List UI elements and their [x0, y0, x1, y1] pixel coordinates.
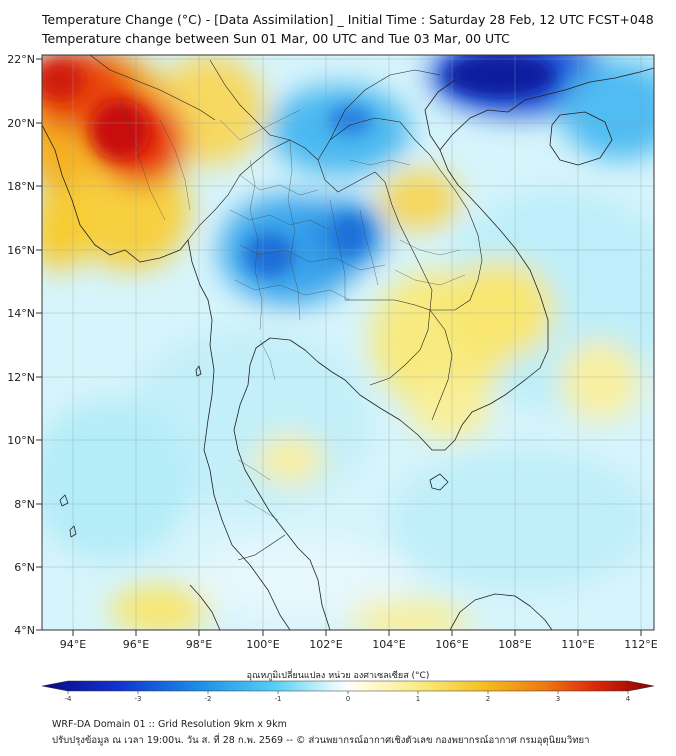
colorbar-tick-label: 4: [626, 695, 631, 703]
temperature-field: [42, 55, 654, 630]
colorbar-gradient: [41, 680, 655, 692]
map-frame: [41, 54, 655, 631]
colorbar-title: อุณหภูมิเปลี่ยนแปลง หน่วย องศาเซลเซียส (…: [246, 671, 430, 681]
lat-label: 8°N: [14, 498, 35, 511]
map-title-line2: Temperature change between Sun 01 Mar, 0…: [42, 31, 510, 46]
lat-label: 12°N: [7, 371, 35, 384]
colorbar-tick-label: 3: [556, 695, 560, 703]
lat-label: 20°N: [7, 117, 35, 130]
colorbar-tick-label: 1: [416, 695, 420, 703]
axis-ticks: [36, 58, 642, 636]
lat-label: 4°N: [14, 624, 35, 637]
lat-label: 10°N: [7, 434, 35, 447]
graticule: [42, 55, 654, 630]
colorbar-tick-label: -3: [135, 695, 142, 703]
footer-line2: ปรับปรุงข้อมูล ณ เวลา 19:00น. วัน ส. ที่…: [52, 735, 590, 746]
lat-label: 6°N: [14, 561, 35, 574]
colorbar-tick-label: 2: [486, 695, 490, 703]
footer-line1: WRF-DA Domain 01 :: Grid Resolution 9km …: [52, 719, 287, 730]
country-borders: [89, 55, 483, 561]
colorbar: -4 -3 -2 -1 0 1 2 3 4: [41, 680, 655, 703]
lat-label: 16°N: [7, 244, 35, 257]
lon-label: 112°E: [624, 638, 657, 651]
colorbar-tick-label: -1: [275, 695, 282, 703]
lat-label: 22°N: [7, 53, 35, 66]
lat-label: 14°N: [7, 307, 35, 320]
province-borders: [119, 99, 466, 521]
lon-label: 98°E: [186, 638, 212, 651]
lon-label: 102°E: [309, 638, 342, 651]
lon-label: 106°E: [435, 638, 468, 651]
colorbar-tick-label: -4: [65, 695, 73, 703]
longitude-labels: 94°E 96°E 98°E 100°E 102°E 104°E 106°E 1…: [60, 638, 658, 651]
latitude-labels: 22°N 20°N 18°N 16°N 14°N 12°N 10°N 8°N 6…: [7, 53, 35, 637]
colorbar-tick-label: -2: [205, 695, 212, 703]
lon-label: 94°E: [60, 638, 86, 651]
map-title-line1: Temperature Change (°C) - [Data Assimila…: [42, 12, 654, 27]
coastlines: [42, 67, 654, 630]
lon-label: 110°E: [561, 638, 594, 651]
lon-label: 104°E: [372, 638, 405, 651]
colorbar-tick-label: 0: [346, 695, 350, 703]
lon-label: 100°E: [246, 638, 279, 651]
lon-label: 108°E: [498, 638, 531, 651]
lat-label: 18°N: [7, 180, 35, 193]
lon-label: 96°E: [123, 638, 149, 651]
